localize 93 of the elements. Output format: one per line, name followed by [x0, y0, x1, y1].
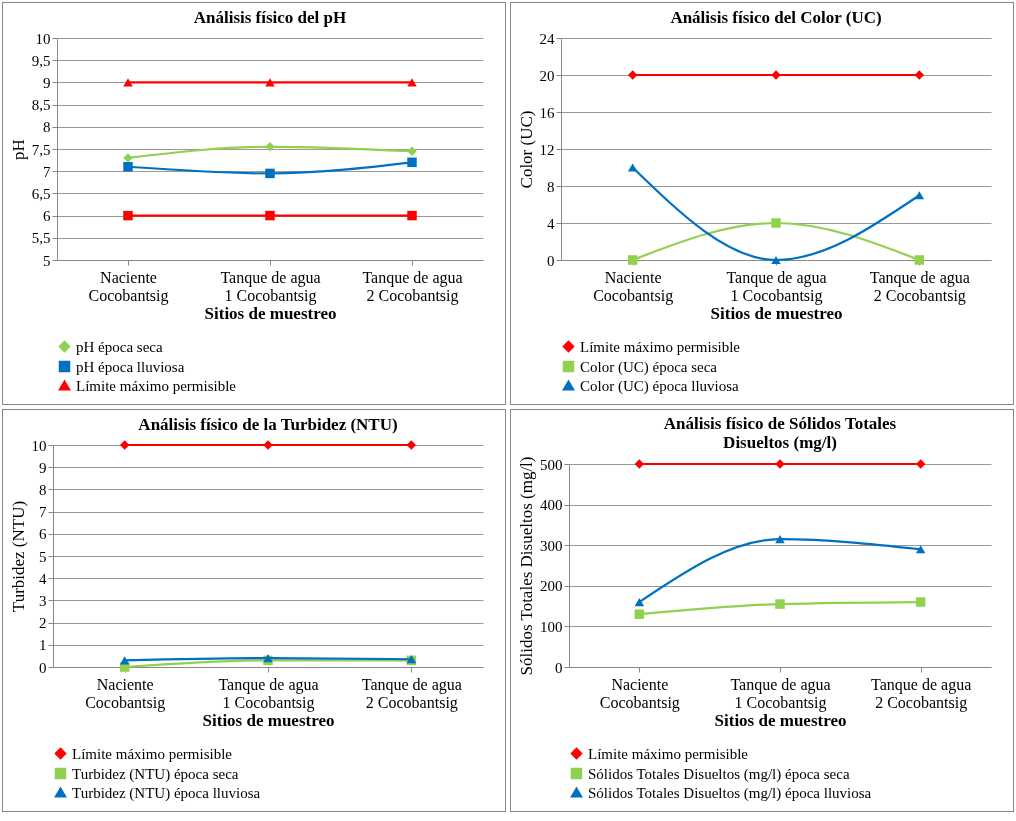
- x-tick-label: Tanque de agua 2 Cocobantsig: [871, 675, 972, 712]
- x-tick-label: Tanque de agua 1 Cocobantsig: [220, 268, 321, 305]
- point: [407, 210, 417, 221]
- x-tick-label: Tanque de agua 1 Cocobantsig: [726, 268, 827, 305]
- legend-label: Límite máximo permisible: [588, 745, 749, 762]
- point: [634, 597, 645, 607]
- point: [627, 70, 638, 80]
- point: [123, 162, 133, 172]
- y-axis-title: Sólidos Totales Disueltos (mg/l): [517, 456, 536, 676]
- legend-label: Sólidos Totales Disueltos (mg/l) época lluviosa: [588, 784, 872, 802]
- y-tick-label: 9: [39, 459, 47, 476]
- point: [265, 78, 275, 87]
- chart-title: Análisis físico de la Turbidez (NTU): [138, 415, 398, 434]
- y-tick-label: 2: [39, 615, 47, 632]
- point: [123, 210, 133, 221]
- chart-title: Análisis físico del pH: [193, 8, 347, 27]
- point: [407, 157, 417, 168]
- y-tick-label: 4: [547, 215, 555, 232]
- y-tick-label: 500: [540, 456, 563, 473]
- point: [627, 255, 638, 265]
- point: [775, 599, 785, 609]
- x-tick-label: Naciente Cocobantsig: [593, 268, 674, 305]
- point: [771, 218, 781, 228]
- legend-label: Turbidez (NTU) época lluviosa: [72, 784, 261, 802]
- point: [119, 440, 130, 450]
- y-axis-title: Color (UC): [516, 110, 536, 189]
- legend-label: Color (UC) época seca: [580, 358, 718, 376]
- y-tick-label: 10: [35, 30, 51, 47]
- y-tick-label: 300: [540, 537, 563, 554]
- point: [775, 535, 785, 544]
- y-tick-label: 9,5: [31, 52, 51, 69]
- y-tick-label: 400: [540, 497, 563, 514]
- y-tick-label: 0: [39, 659, 47, 676]
- point: [123, 78, 133, 87]
- legend-label: pH época lluviosa: [76, 358, 185, 375]
- x-tick-label: Tanque de agua 1 Cocobantsig: [218, 675, 319, 712]
- x-tick-label: Naciente Cocobantsig: [599, 675, 680, 712]
- y-tick-label: 10: [31, 437, 47, 454]
- y-tick-label: 1: [39, 637, 47, 654]
- y-axis-title: Turbidez (NTU): [8, 500, 28, 613]
- y-tick-label: 5: [43, 252, 51, 269]
- y-tick-label: 7: [43, 163, 51, 180]
- x-tick-label: Tanque de agua 2 Cocobantsig: [361, 675, 462, 712]
- x-tick-label: Tanque de agua 2 Cocobantsig: [869, 268, 970, 305]
- y-tick-label: 8: [43, 119, 51, 136]
- y-tick-label: 5,5: [31, 230, 51, 247]
- point: [915, 597, 926, 607]
- y-tick-label: 5: [39, 548, 47, 565]
- x-tick-label: Naciente Cocobantsig: [85, 675, 166, 712]
- y-tick-label: 7: [39, 504, 47, 521]
- y-tick-label: 200: [540, 578, 563, 595]
- x-tick-label: Tanque de agua 2 Cocobantsig: [362, 268, 463, 305]
- y-tick-label: 100: [540, 618, 563, 635]
- point: [634, 609, 645, 619]
- y-tick-label: 6: [43, 208, 51, 225]
- y-tick-label: 8,5: [31, 97, 51, 114]
- y-tick-label: 20: [539, 67, 555, 84]
- point: [914, 70, 925, 80]
- x-tick-label: Naciente Cocobantsig: [88, 268, 169, 305]
- legend-label: Turbidez (NTU) época seca: [72, 765, 239, 783]
- y-tick-label: 0: [547, 252, 555, 269]
- point: [914, 191, 925, 200]
- point: [627, 163, 638, 172]
- y-tick-label: 8: [547, 178, 555, 195]
- legend-label: Límite máximo permisible: [76, 377, 237, 394]
- y-tick-label: 16: [539, 104, 555, 121]
- legend-label: Límite máximo permisible: [580, 338, 741, 355]
- x-tick-label: Tanque de agua 1 Cocobantsig: [730, 675, 831, 712]
- point: [265, 168, 275, 179]
- y-tick-label: 6: [39, 526, 47, 543]
- y-tick-label: 12: [539, 141, 555, 158]
- y-tick-label: 24: [539, 30, 555, 47]
- y-tick-label: 4: [39, 570, 47, 587]
- point: [119, 656, 130, 665]
- y-tick-label: 9: [43, 74, 51, 91]
- legend-label: Límite máximo permisible: [72, 745, 233, 762]
- y-axis-title: pH: [8, 139, 28, 160]
- y-tick-label: 7,5: [31, 141, 51, 158]
- legend-label: Color (UC) época lluviosa: [580, 377, 740, 395]
- y-tick-label: 8: [39, 481, 47, 498]
- point: [915, 545, 926, 554]
- point: [771, 255, 781, 265]
- chart-title: Análisis físico de Sólidos Totales Disueltos (mg/l): [663, 413, 897, 452]
- legend-label: Sólidos Totales Disueltos (mg/l) época seca: [588, 765, 850, 783]
- point: [914, 255, 925, 265]
- point: [406, 440, 417, 450]
- point: [407, 78, 417, 87]
- legend-label: pH época seca: [76, 338, 163, 355]
- y-tick-label: 6,5: [31, 185, 51, 202]
- y-tick-label: 3: [39, 592, 47, 609]
- chart-title: Análisis físico del Color (UC): [670, 8, 882, 27]
- y-tick-label: 0: [555, 659, 563, 676]
- point: [265, 210, 275, 221]
